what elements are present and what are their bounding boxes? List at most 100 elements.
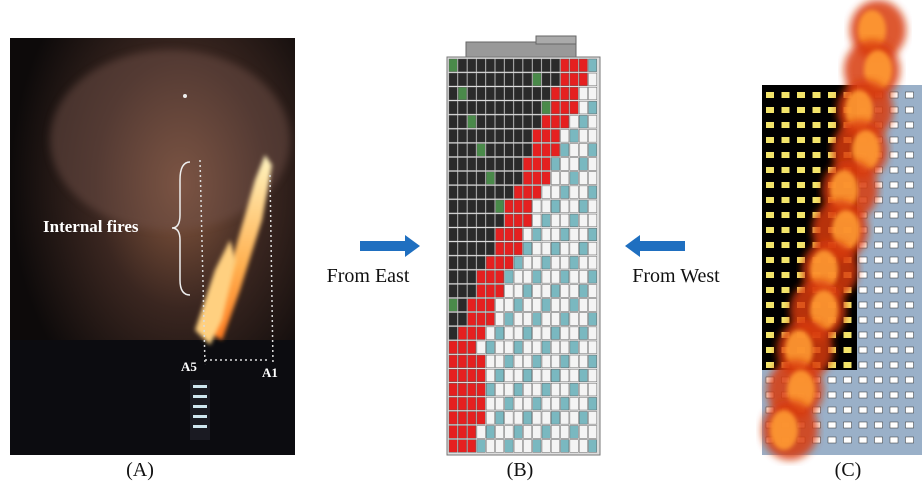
- window: [890, 287, 898, 293]
- window: [906, 347, 914, 353]
- window: [477, 256, 485, 269]
- window: [533, 383, 541, 396]
- window: [523, 130, 531, 143]
- window: [589, 228, 597, 241]
- window: [477, 271, 485, 284]
- window: [514, 313, 522, 326]
- window: [890, 167, 898, 173]
- window: [797, 212, 805, 218]
- window: [875, 362, 883, 368]
- window: [579, 172, 587, 185]
- window: [570, 412, 578, 425]
- window: [496, 397, 504, 410]
- window: [496, 87, 504, 100]
- window: [551, 172, 559, 185]
- window: [477, 426, 485, 439]
- window: [589, 412, 597, 425]
- window: [505, 214, 513, 227]
- window: [589, 200, 597, 213]
- window: [533, 87, 541, 100]
- window: [813, 152, 821, 158]
- window: [797, 152, 805, 158]
- window: [449, 73, 457, 86]
- window: [579, 144, 587, 157]
- window: [496, 59, 504, 72]
- window: [579, 256, 587, 269]
- window: [589, 214, 597, 227]
- window: [523, 256, 531, 269]
- window: [533, 256, 541, 269]
- window: [589, 172, 597, 185]
- window: [533, 101, 541, 114]
- window: [875, 302, 883, 308]
- window: [449, 285, 457, 298]
- window: [589, 313, 597, 326]
- window: [523, 412, 531, 425]
- window: [449, 440, 457, 453]
- window: [579, 313, 587, 326]
- window: [496, 144, 504, 157]
- window: [906, 437, 914, 443]
- window: [468, 59, 476, 72]
- window: [486, 341, 494, 354]
- window: [468, 341, 476, 354]
- window: [477, 397, 485, 410]
- window: [875, 212, 883, 218]
- window: [551, 299, 559, 312]
- window: [486, 87, 494, 100]
- window: [468, 158, 476, 171]
- window: [468, 242, 476, 255]
- window: [486, 186, 494, 199]
- window: [468, 87, 476, 100]
- window: [477, 101, 485, 114]
- window: [496, 214, 504, 227]
- window: [875, 287, 883, 293]
- window: [486, 299, 494, 312]
- window: [477, 73, 485, 86]
- window: [766, 272, 774, 278]
- window: [561, 186, 569, 199]
- window: [579, 200, 587, 213]
- window: [477, 327, 485, 340]
- window: [561, 87, 569, 100]
- window: [551, 327, 559, 340]
- window: [468, 256, 476, 269]
- window: [468, 426, 476, 439]
- window: [570, 115, 578, 128]
- window: [570, 200, 578, 213]
- window: [561, 144, 569, 157]
- window: [505, 144, 513, 157]
- window: [477, 115, 485, 128]
- window: [766, 167, 774, 173]
- window: [766, 332, 774, 338]
- window: [477, 59, 485, 72]
- window: [561, 271, 569, 284]
- window: [844, 377, 852, 383]
- window: [468, 369, 476, 382]
- window: [890, 227, 898, 233]
- window: [477, 341, 485, 354]
- window: [579, 130, 587, 143]
- window: [875, 407, 883, 413]
- window: [486, 73, 494, 86]
- annotation: Internal fires: [43, 217, 139, 236]
- window: [828, 437, 836, 443]
- window: [505, 397, 513, 410]
- window: [514, 214, 522, 227]
- window: [766, 257, 774, 263]
- window: [782, 197, 790, 203]
- window: [589, 285, 597, 298]
- window: [458, 130, 466, 143]
- window: [458, 440, 466, 453]
- window: [570, 228, 578, 241]
- window: [496, 299, 504, 312]
- window: [496, 341, 504, 354]
- window: [458, 73, 466, 86]
- window: [449, 256, 457, 269]
- window: [523, 73, 531, 86]
- window: [906, 422, 914, 428]
- window: [859, 437, 867, 443]
- window: [570, 172, 578, 185]
- window: [589, 115, 597, 128]
- arrow-label: From East: [327, 265, 410, 287]
